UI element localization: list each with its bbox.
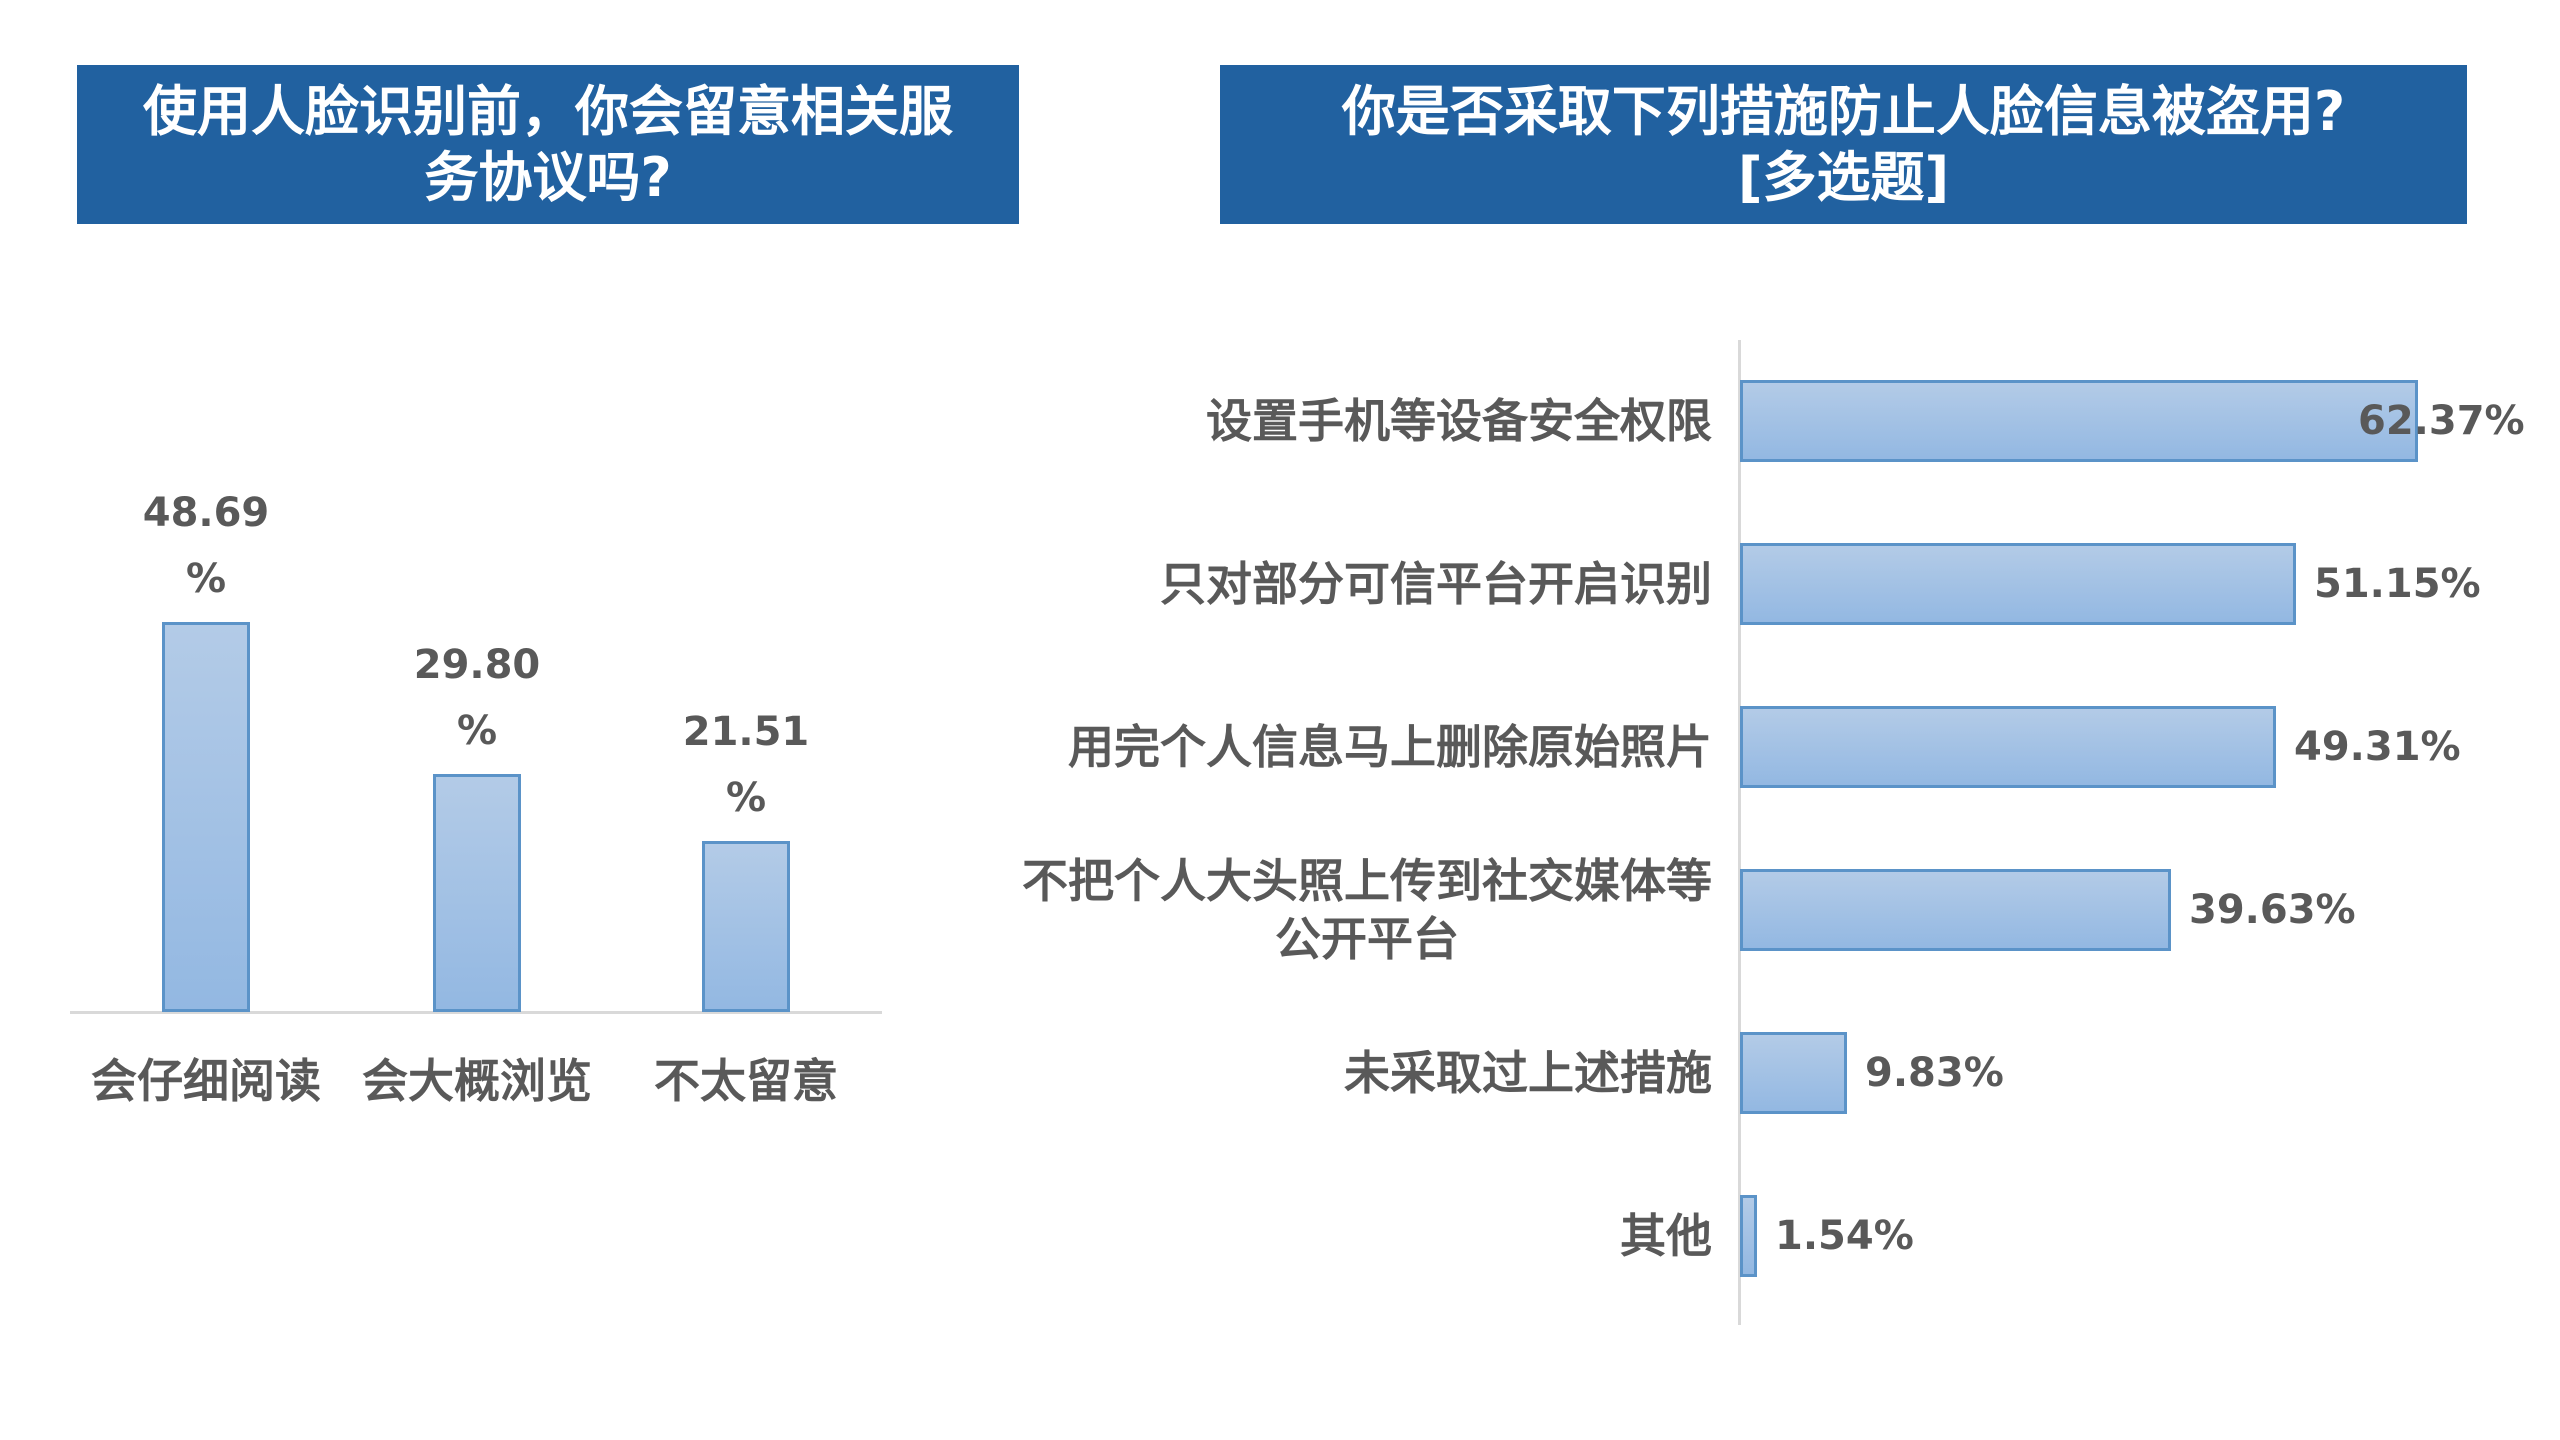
bar-other [1740,1195,1757,1277]
label-line: 未采取过上述措施 [1344,1046,1712,1100]
category-label: 会大概浏览 [362,1054,592,1108]
value-label: 48.69 % [96,480,316,612]
value-percent: % [725,775,767,821]
label-line: 用完个人信息马上删除原始照片 [1068,720,1712,774]
label-line: 其他 [1620,1209,1712,1263]
right-title-line2: [多选题] [1737,145,1950,209]
category-label: 用完个人信息马上删除原始照片 [1068,718,1712,776]
value-number: 29.80 [413,642,541,688]
category-label: 未采取过上述措施 [1344,1044,1712,1102]
right-chart-title: 你是否采取下列措施防止人脸信息被盗用? [多选题] [1220,65,2467,224]
label-line: 公开平台 [1275,912,1459,966]
category-label: 设置手机等设备安全权限 [1206,392,1712,450]
bar-no-upload-photo [1740,869,2171,951]
value-label: 29.80 % [367,632,587,764]
left-title-line2: 务协议吗? [424,145,672,209]
value-number: 21.51 [682,709,810,755]
bar-delete-photo [1740,706,2276,788]
left-chart-title: 使用人脸识别前，你会留意相关服 务协议吗? [77,65,1019,224]
y-axis-line [1738,340,1741,1325]
category-label: 不把个人大头照上传到社交媒体等 公开平台 [1022,852,1712,968]
bar-no-measures [1740,1032,1847,1114]
category-label: 只对部分可信平台开启识别 [1160,555,1712,613]
right-title-line1: 你是否采取下列措施防止人脸信息被盗用? [1341,79,2346,143]
left-title-line1: 使用人脸识别前，你会留意相关服 [143,79,953,143]
value-label: 21.51 % [636,699,856,831]
bar-trusted-platform [1740,543,2296,625]
value-label: 1.54% [1775,1213,1914,1259]
bar-not-notice [702,841,790,1012]
bar-careful-read [162,622,250,1012]
label-line: 不把个人大头照上传到社交媒体等 [1022,854,1712,908]
value-number: 48.69 [142,490,270,536]
value-label: 9.83% [1865,1050,2004,1096]
category-label: 不太留意 [654,1054,838,1108]
value-label: 62.37% [2358,398,2525,444]
label-line: 设置手机等设备安全权限 [1206,394,1712,448]
category-label: 会仔细阅读 [91,1054,321,1108]
value-percent: % [456,708,498,754]
label-line: 只对部分可信平台开启识别 [1160,557,1712,611]
x-axis-baseline [70,1011,882,1014]
bar-device-permission [1740,380,2418,462]
value-label: 51.15% [2314,561,2481,607]
bar-rough-browse [433,774,521,1012]
category-label: 其他 [1620,1207,1712,1265]
value-label: 39.63% [2189,887,2356,933]
value-label: 49.31% [2294,724,2461,770]
value-percent: % [185,556,227,602]
